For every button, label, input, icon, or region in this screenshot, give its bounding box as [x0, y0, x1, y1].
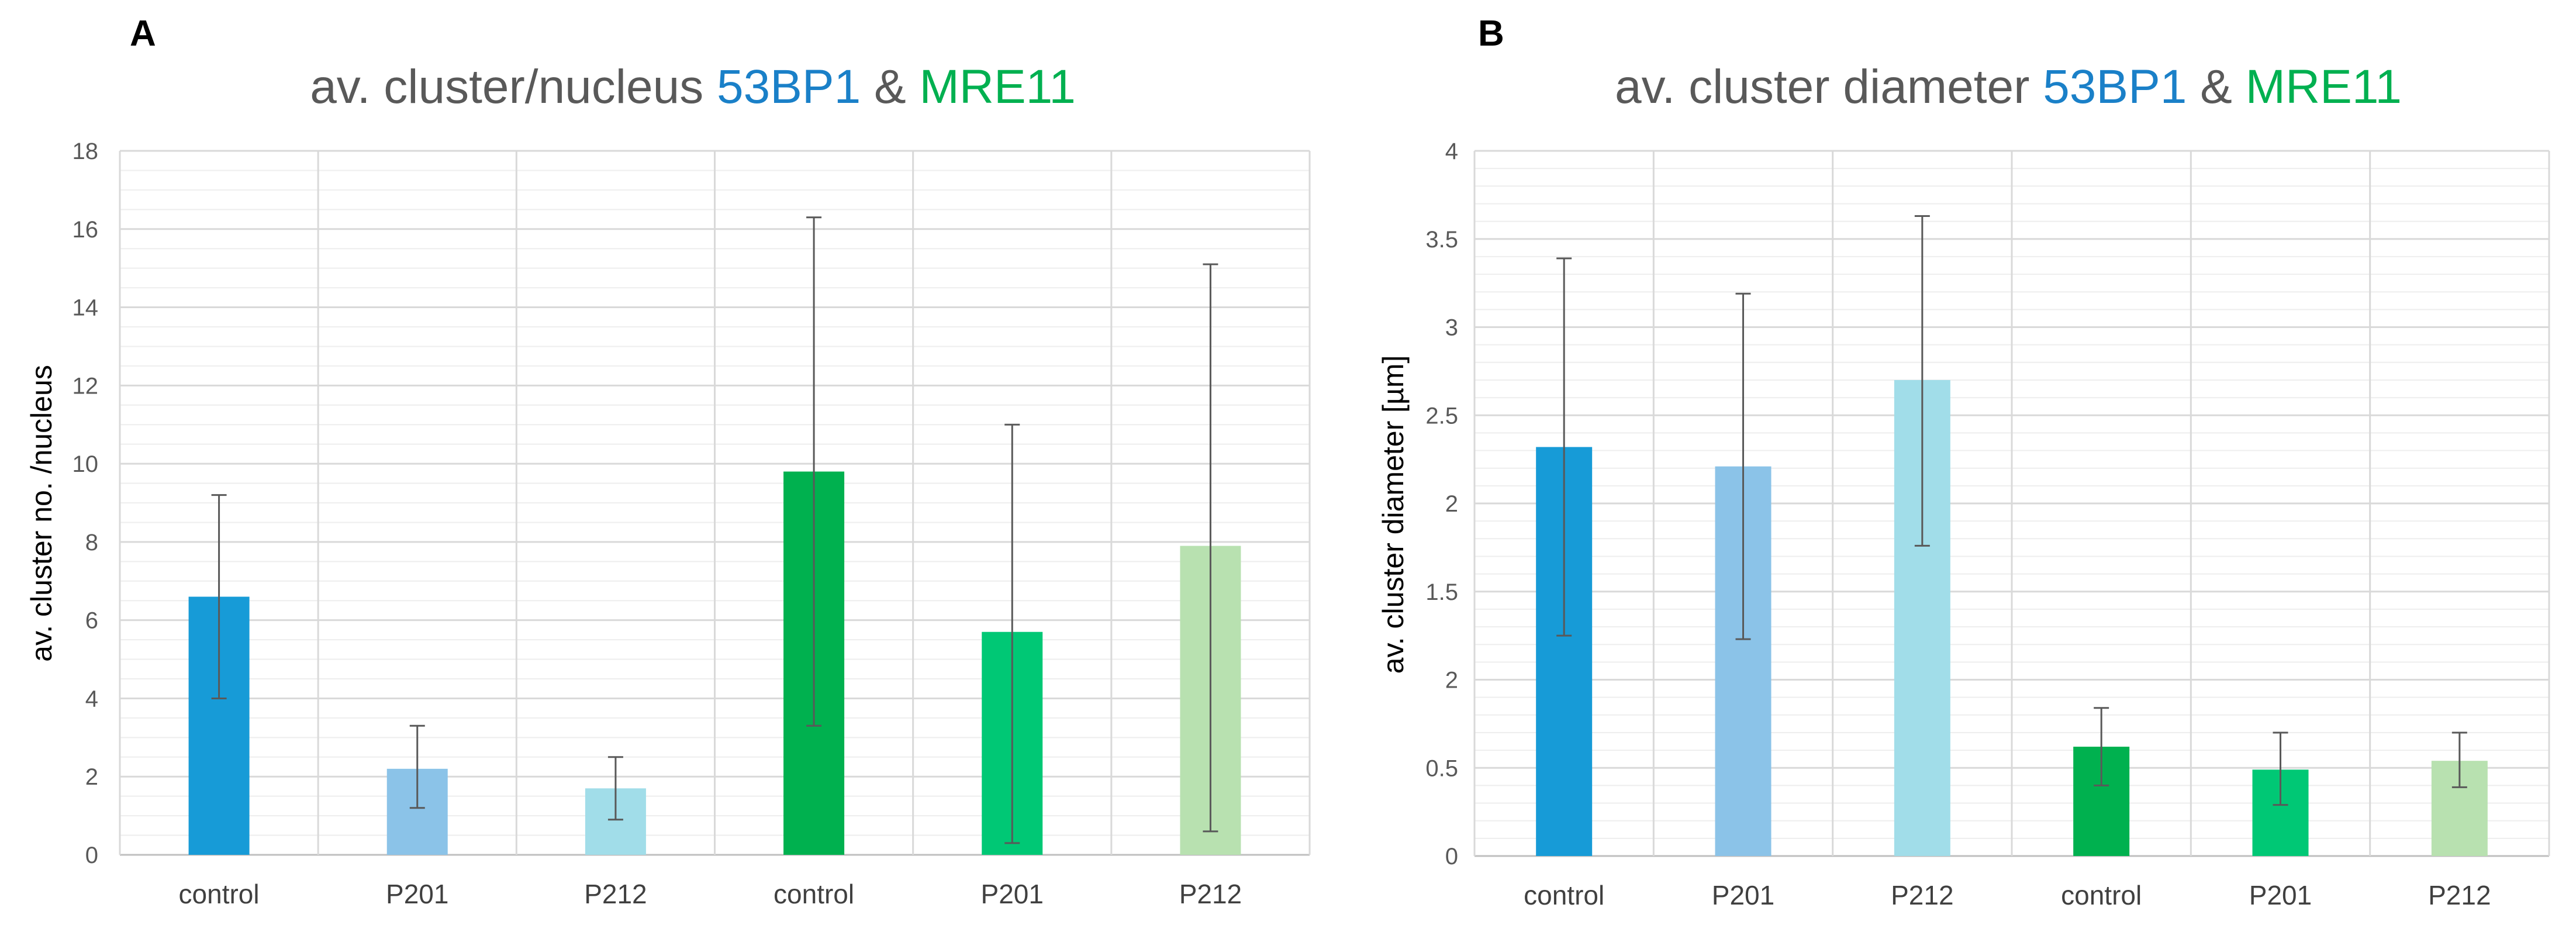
category-label: P201 [386, 879, 448, 909]
panel-a-title-mre11: MRE11 [919, 60, 1075, 113]
error-bar [1004, 423, 1020, 844]
y-tick-label: 2 [1445, 668, 1458, 693]
error-bar [806, 216, 822, 727]
y-tick-label: 16 [72, 217, 99, 243]
error-bar [607, 756, 623, 821]
category-label: control [774, 879, 854, 909]
panel-a-title-amp: & [861, 60, 919, 113]
panel-a-y-ticks: 0 2 4 6 8 10 12 14 16 18 [72, 139, 99, 868]
panel-a-gridlines [119, 150, 1311, 856]
panel-a-title-main: av. cluster/nucleus [310, 60, 717, 113]
panel-b-gridlines [1473, 150, 2550, 857]
error-bar [1914, 215, 1930, 547]
error-bar [2273, 731, 2288, 806]
panel-b-category-labels: control P201 P212 control P201 P212 [1524, 880, 2491, 910]
y-tick-label: 2 [1445, 491, 1458, 517]
panel-b-title-mre11: MRE11 [2246, 60, 2402, 113]
panel-b-title-amp: & [2187, 60, 2245, 113]
y-tick-label: 2 [85, 764, 98, 790]
category-label: P212 [1179, 879, 1242, 909]
y-tick-label: 10 [72, 451, 99, 477]
y-tick-label: 14 [72, 295, 99, 321]
category-label: P201 [2249, 880, 2312, 910]
y-tick-label: 12 [72, 373, 99, 399]
panel-a-error-bars [211, 216, 1218, 844]
y-tick-label: 4 [85, 686, 98, 712]
category-label: P212 [2428, 880, 2491, 910]
panel-b-error-bars [1556, 215, 2467, 806]
error-bar [409, 724, 425, 809]
y-tick-label: 3 [1445, 315, 1458, 341]
panel-a-letter: A [130, 13, 156, 54]
error-bar [211, 494, 227, 699]
category-label: control [1524, 880, 1604, 910]
panel-a-title: av. cluster/nucleus 53BP1 & MRE11 [310, 60, 1076, 113]
y-tick-label: 6 [85, 608, 98, 634]
panel-a-y-axis-label: av. cluster no. /nucleus [25, 365, 58, 662]
panel-b-title-main: av. cluster diameter [1615, 60, 2043, 113]
y-tick-label: 18 [72, 139, 99, 164]
category-label: P212 [1891, 880, 1953, 910]
panel-b-chart: B av. cluster diameter 53BP1 & MRE11 av.… [1377, 13, 2550, 910]
y-tick-label: 0 [1445, 844, 1458, 869]
y-tick-label: 2.5 [1425, 403, 1458, 429]
panel-b-y-axis-label: av. cluster diameter [µm] [1377, 355, 1410, 674]
panel-b-title-53bp1: 53BP1 [2043, 60, 2187, 113]
category-label: P201 [981, 879, 1044, 909]
category-label: P201 [1712, 880, 1774, 910]
y-tick-label: 0 [85, 843, 98, 868]
panel-a-category-labels: control P201 P212 control P201 P212 [179, 879, 1242, 909]
y-tick-label: 1.5 [1425, 579, 1458, 605]
error-bar [2451, 731, 2467, 788]
category-label: P212 [584, 879, 647, 909]
y-tick-label: 4 [1445, 139, 1458, 164]
error-bar [1556, 257, 1572, 637]
panel-b-title: av. cluster diameter 53BP1 & MRE11 [1615, 60, 2402, 113]
y-tick-label: 8 [85, 530, 98, 555]
panel-b-letter: B [1478, 13, 1504, 54]
panel-a-title-53bp1: 53BP1 [717, 60, 861, 113]
error-bar [1735, 292, 1751, 640]
category-label: control [2061, 880, 2142, 910]
y-tick-label: 0.5 [1425, 755, 1458, 781]
panel-b-y-ticks: 0 0.5 2 1.5 2 2.5 3 3.5 4 [1425, 139, 1458, 869]
panel-a-chart: A av. cluster/nucleus 53BP1 & MRE11 av. … [25, 13, 1311, 909]
error-bar [1203, 263, 1218, 833]
y-tick-label: 3.5 [1425, 227, 1458, 253]
error-bar [2094, 707, 2109, 786]
category-label: control [179, 879, 260, 909]
